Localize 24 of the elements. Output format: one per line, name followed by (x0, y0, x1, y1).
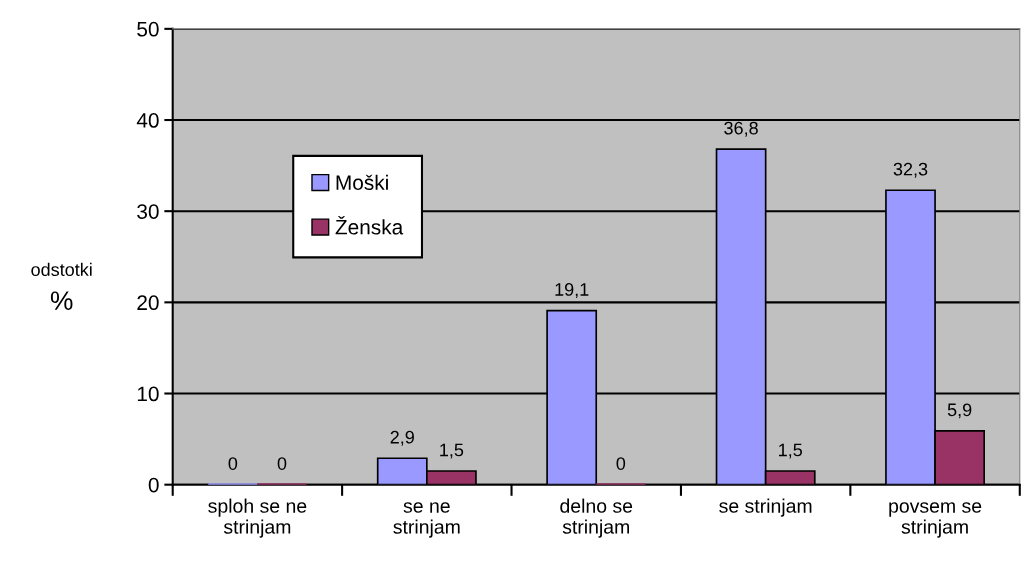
data-label: 36,8 (724, 121, 758, 137)
y-axis-title: odstotki % (31, 262, 92, 310)
data-label: 5,9 (947, 403, 972, 419)
data-label: 19,1 (555, 283, 589, 299)
y-tick-label: 0 (148, 477, 159, 493)
y-tick-label: 50 (137, 21, 159, 37)
data-label: 32,3 (893, 162, 928, 178)
data-label: 0 (277, 457, 287, 470)
x-tick-label: se strinjam (719, 498, 812, 517)
x-tick-label: sploh se ne strinjam (208, 498, 307, 538)
y-tick-label: 10 (137, 386, 159, 402)
data-label: 1,5 (440, 443, 464, 459)
y-tick-label: 40 (136, 113, 159, 128)
x-tick-label: se ne strinjam (393, 502, 460, 538)
x-tick-label: povsem se strinjam (889, 502, 982, 538)
data-label: 0 (228, 457, 238, 470)
legend-label: Ženska (335, 216, 404, 235)
data-label: 1,5 (779, 443, 803, 459)
data-label: 0 (616, 457, 626, 470)
data-label: 2,9 (390, 430, 414, 446)
x-tick-label: delno se strinjam (560, 498, 633, 538)
legend-label: Moški (336, 174, 388, 191)
y-tick-label: 30 (137, 204, 159, 219)
y-tick-label: 20 (137, 295, 159, 311)
